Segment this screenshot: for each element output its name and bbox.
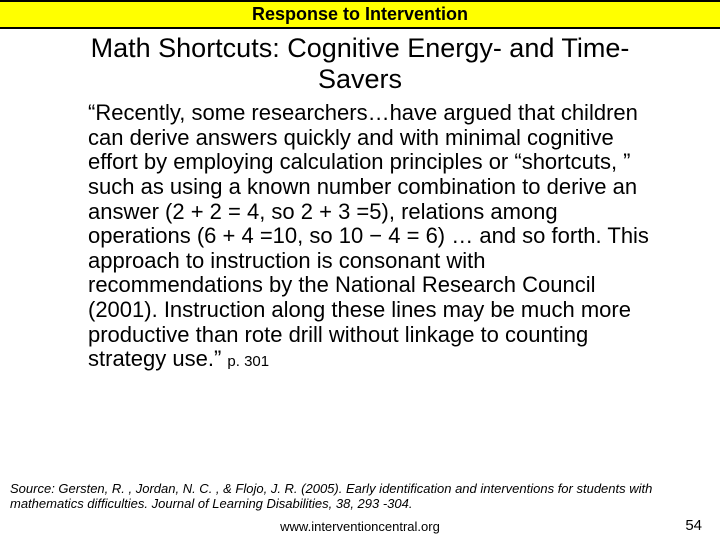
footer-url: www.interventioncentral.org bbox=[0, 519, 720, 534]
body-quote: “Recently, some researchers…have argued … bbox=[88, 100, 649, 371]
source-citation: Source: Gersten, R. , Jordan, N. C. , & … bbox=[0, 481, 720, 512]
slide-body: “Recently, some researchers…have argued … bbox=[0, 101, 720, 372]
header-title: Response to Intervention bbox=[252, 4, 468, 24]
slide-title: Math Shortcuts: Cognitive Energy- and Ti… bbox=[0, 29, 720, 101]
header-bar: Response to Intervention bbox=[0, 0, 720, 29]
page-number: 54 bbox=[685, 517, 702, 534]
page-reference: p. 301 bbox=[227, 353, 269, 370]
